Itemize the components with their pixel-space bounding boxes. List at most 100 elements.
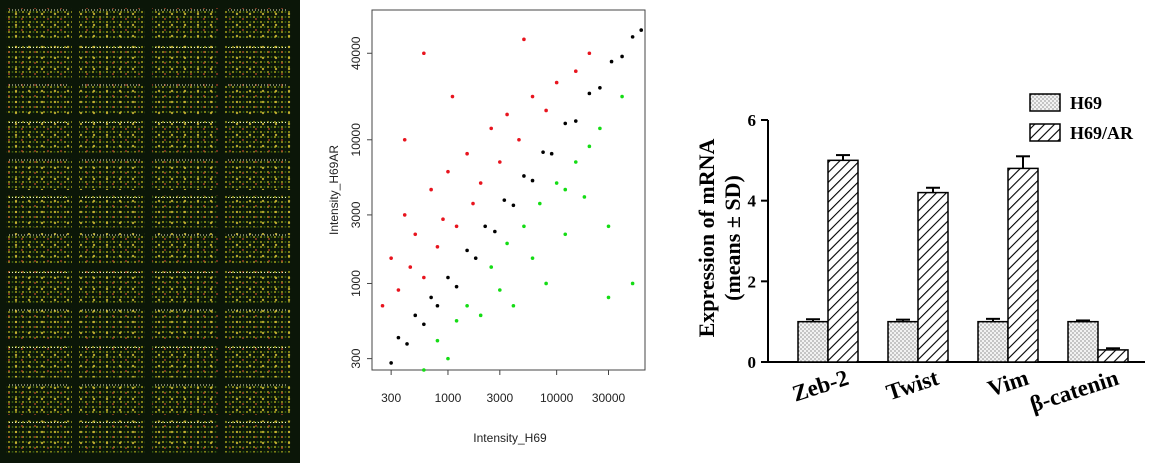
x-tick-label: 3000 [486,391,513,405]
array-block [152,270,218,303]
array-block [6,83,72,115]
point [630,35,635,39]
array-block [225,195,291,228]
point [522,224,526,229]
point [454,318,459,323]
array-block [152,195,218,228]
array-block [79,270,145,303]
point [544,281,548,286]
point [563,232,568,237]
x-tick-label: Zeb-2 [789,365,851,407]
point [505,112,509,117]
bar [917,191,949,363]
bar [1007,167,1039,363]
point [544,108,548,113]
y-tick-label: 6 [748,111,757,130]
point [517,137,521,142]
point [435,244,440,249]
point [582,195,587,199]
scatter-frame [371,9,646,371]
x-tick-label: 10000 [540,391,574,405]
array-block [79,45,145,78]
y-tick-label: 4 [748,192,757,211]
array-block [152,83,218,115]
array-block [79,120,145,153]
y-tick-label: 2 [748,272,757,291]
point [473,256,478,260]
point [530,178,535,183]
y-axis-label: (means ± SD) [720,175,745,301]
array-block [79,233,145,265]
point [563,187,568,192]
point [620,94,624,99]
legend-swatch [1029,123,1061,142]
point [450,94,455,99]
point [429,295,433,300]
point [389,361,393,365]
point [446,169,450,174]
point [422,51,426,56]
array-block [225,83,291,115]
array-block [225,8,291,40]
array-block [79,383,145,415]
array-block [152,8,218,40]
point [454,224,459,229]
array-block [6,233,72,265]
point [465,303,469,308]
point [493,229,497,234]
point [489,126,494,131]
y-tick-label: 0 [748,353,757,372]
y-tick-label: 300 [349,348,363,368]
point [446,356,450,361]
point [511,203,516,208]
point [511,303,516,308]
array-block [6,270,72,303]
point [522,37,526,42]
array-block [6,420,72,453]
point [563,121,568,126]
point [573,119,578,123]
array-block [79,83,145,115]
point [538,201,542,206]
array-block [6,383,72,415]
array-block [225,45,291,78]
point [402,137,407,142]
point [505,241,509,246]
point [389,256,393,260]
array-block [225,308,291,340]
point [396,288,401,292]
x-tick-label: Vim [985,365,1032,402]
point [541,150,545,154]
array-block [225,383,291,415]
point [620,54,624,59]
array-block [6,45,72,78]
bar [827,159,859,363]
point [587,91,592,96]
legend-label: H69/AR [1070,123,1134,143]
y-axis-label: Intensity_H69AR [327,145,341,235]
y-tick-label: 10000 [349,123,363,157]
x-tick-label: 300 [381,391,401,405]
point [422,322,426,327]
point [573,69,578,74]
array-block [79,195,145,228]
array-block [225,158,291,190]
point [554,80,559,85]
point [478,313,483,318]
bar [977,320,1009,363]
y-tick-label: 1000 [349,270,363,297]
point [489,265,494,269]
array-block [79,158,145,190]
point [435,303,440,308]
point [606,295,611,300]
point [606,224,611,229]
point [630,281,635,286]
point [446,275,450,280]
x-tick-label: Twist [883,365,942,405]
array-block [225,420,291,453]
array-block [6,8,72,40]
point [396,335,401,340]
point [441,217,445,222]
legend-swatch [1029,93,1061,112]
